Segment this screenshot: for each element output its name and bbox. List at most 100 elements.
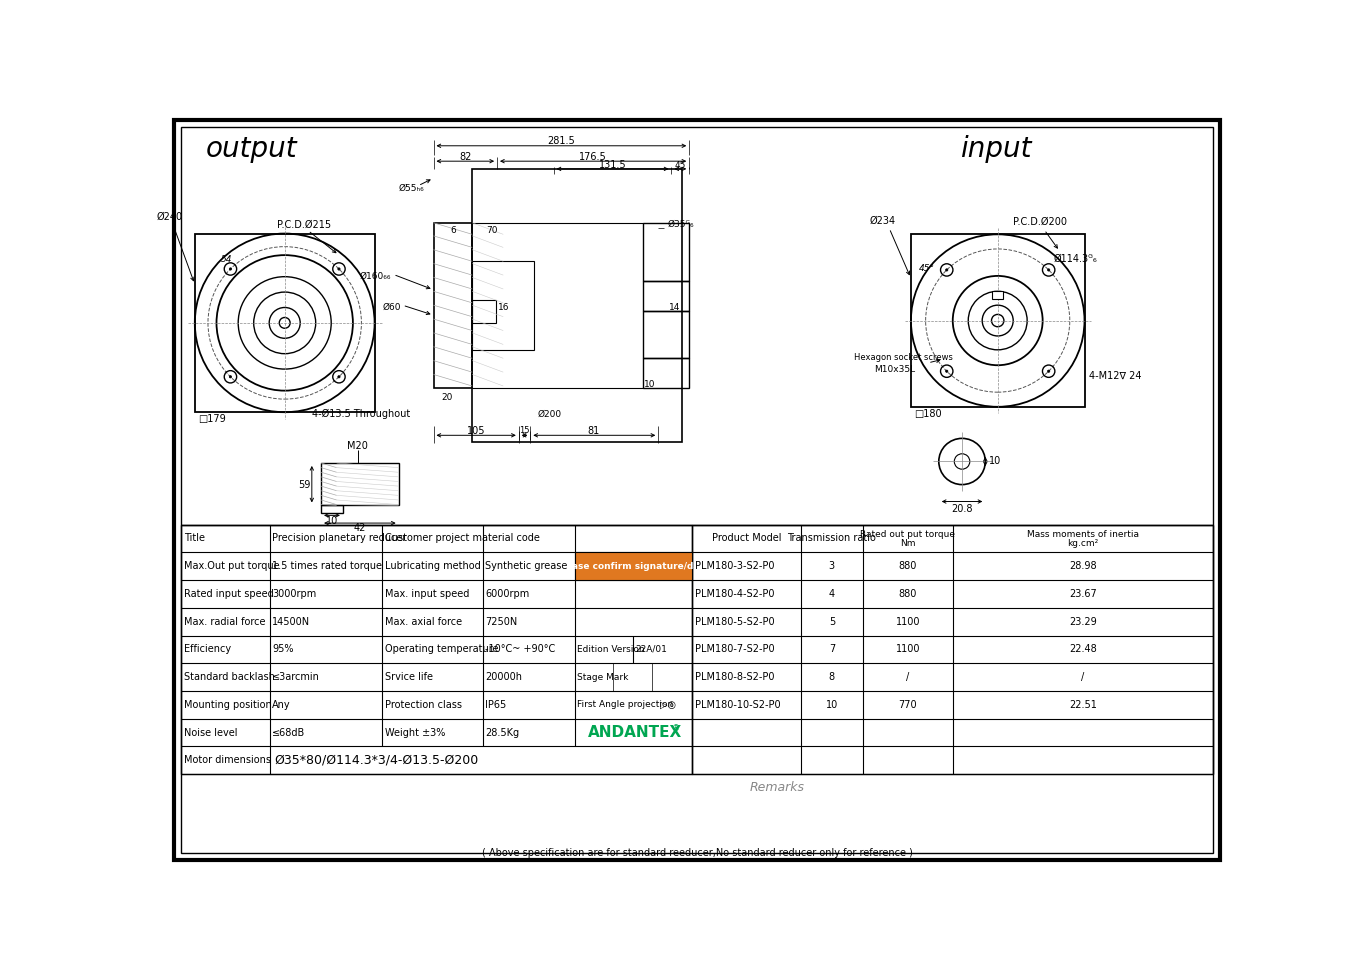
Text: 23.29: 23.29 (1069, 617, 1096, 626)
Bar (692, 524, 1213, 774)
Bar (643, 281, 690, 312)
Text: 22.51: 22.51 (1069, 700, 1098, 710)
Text: 4-Ø13.5 Throughout: 4-Ø13.5 Throughout (311, 409, 411, 419)
Circle shape (1047, 269, 1050, 271)
Bar (643, 357, 690, 388)
Text: PLM180-8-S2-P0: PLM180-8-S2-P0 (695, 672, 775, 682)
Text: 4: 4 (828, 589, 835, 599)
Text: ≤68dB: ≤68dB (272, 727, 306, 738)
Text: /: / (1081, 672, 1084, 682)
Text: Ø114.3ᴳ₆: Ø114.3ᴳ₆ (1054, 254, 1098, 264)
Circle shape (1047, 370, 1050, 372)
Text: 10: 10 (326, 516, 339, 525)
Text: 20: 20 (442, 393, 453, 402)
Text: PLM180-3-S2-P0: PLM180-3-S2-P0 (695, 561, 775, 571)
Text: 28.98: 28.98 (1069, 561, 1096, 571)
Text: PLM180-7-S2-P0: PLM180-7-S2-P0 (695, 645, 775, 654)
Circle shape (230, 376, 231, 378)
Bar (993, 291, 1004, 299)
Text: 4-M12∇ 24: 4-M12∇ 24 (1089, 371, 1141, 381)
Circle shape (337, 376, 340, 378)
Text: Rated out put torque: Rated out put torque (861, 530, 955, 539)
Text: Any: Any (272, 700, 291, 710)
Text: Max. input speed: Max. input speed (385, 589, 469, 599)
Text: P.C.D.Ø215: P.C.D.Ø215 (277, 219, 330, 229)
Bar (194, 234, 374, 413)
Bar (911, 234, 1084, 407)
Text: Customer project material code: Customer project material code (385, 533, 540, 544)
Text: □179: □179 (199, 414, 226, 424)
Text: 6: 6 (450, 226, 456, 235)
Text: 59: 59 (298, 480, 310, 489)
Text: Ø200: Ø200 (537, 410, 562, 419)
Text: Please confirm signature/date: Please confirm signature/date (556, 561, 710, 571)
Text: 54: 54 (222, 255, 233, 264)
Text: 6000rpm: 6000rpm (486, 589, 529, 599)
Text: 28.5Kg: 28.5Kg (486, 727, 520, 738)
Text: PLM180-5-S2-P0: PLM180-5-S2-P0 (695, 617, 775, 626)
Text: Title: Title (184, 533, 205, 544)
Text: kg.cm²: kg.cm² (1068, 539, 1099, 549)
Text: Operating temperature: Operating temperature (385, 645, 498, 654)
Text: 42: 42 (354, 523, 366, 533)
Text: ▷◎: ▷◎ (660, 700, 676, 710)
Text: ®: ® (672, 724, 680, 733)
Bar (472, 261, 534, 350)
Text: 16: 16 (498, 303, 509, 312)
Text: 10: 10 (989, 456, 1001, 466)
Text: 281.5: 281.5 (548, 136, 575, 147)
Text: 81: 81 (588, 425, 600, 436)
Text: 45°: 45° (918, 264, 934, 273)
Text: Transmission ratio: Transmission ratio (787, 533, 876, 544)
Text: □180: □180 (914, 409, 941, 419)
Text: 70: 70 (486, 226, 498, 235)
Text: 131.5: 131.5 (598, 160, 627, 170)
Text: Mounting position: Mounting position (184, 700, 272, 710)
Text: M10x35L: M10x35L (873, 365, 915, 375)
Text: -10°C~ +90°C: -10°C~ +90°C (486, 645, 556, 654)
Text: Ø160₆₆: Ø160₆₆ (359, 272, 390, 282)
Text: Lubricating method: Lubricating method (385, 561, 480, 571)
Bar (321, 463, 398, 505)
Text: 880: 880 (899, 561, 917, 571)
Text: Ø55ₕ₆: Ø55ₕ₆ (398, 184, 424, 192)
Text: 176.5: 176.5 (579, 151, 607, 161)
Text: Ø234: Ø234 (870, 216, 896, 225)
Bar (472, 300, 495, 323)
Text: Weight ±3%: Weight ±3% (385, 727, 445, 738)
Text: Ø60: Ø60 (382, 303, 401, 312)
Text: Protection class: Protection class (385, 700, 461, 710)
Text: First Angle projection: First Angle projection (577, 700, 673, 709)
Text: M20: M20 (347, 441, 369, 452)
Text: Motor dimensions: Motor dimensions (184, 755, 271, 765)
Text: Precision planetary reducer: Precision planetary reducer (272, 533, 407, 544)
Text: 10: 10 (645, 380, 656, 389)
Circle shape (945, 269, 948, 271)
Text: 45: 45 (675, 160, 687, 170)
Text: Noise level: Noise level (184, 727, 238, 738)
Text: Standard backlash: Standard backlash (184, 672, 275, 682)
Text: input: input (960, 135, 1031, 163)
Text: /: / (906, 672, 910, 682)
Circle shape (230, 268, 231, 270)
Text: PLM180-10-S2-P0: PLM180-10-S2-P0 (695, 700, 781, 710)
Text: Rated input speed: Rated input speed (184, 589, 273, 599)
Text: 3: 3 (828, 561, 835, 571)
Text: Srvice life: Srvice life (385, 672, 432, 682)
Bar (643, 312, 690, 357)
Bar (321, 505, 343, 513)
Text: Ø35*80/Ø114.3*3/4-Ø13.5-Ø200: Ø35*80/Ø114.3*3/4-Ø13.5-Ø200 (273, 753, 479, 767)
Text: 82: 82 (460, 151, 472, 161)
Text: 770: 770 (899, 700, 917, 710)
Text: Synthetic grease: Synthetic grease (486, 561, 568, 571)
Text: 20000h: 20000h (486, 672, 522, 682)
Circle shape (337, 268, 340, 270)
Text: 105: 105 (466, 425, 486, 436)
Bar (434, 222, 472, 388)
Text: Efficiency: Efficiency (184, 645, 231, 654)
Text: 23.67: 23.67 (1069, 589, 1096, 599)
Text: Remarks: Remarks (751, 782, 805, 794)
Bar (472, 169, 681, 442)
Text: Max.Out put torque: Max.Out put torque (184, 561, 280, 571)
Text: 22.48: 22.48 (1069, 645, 1096, 654)
